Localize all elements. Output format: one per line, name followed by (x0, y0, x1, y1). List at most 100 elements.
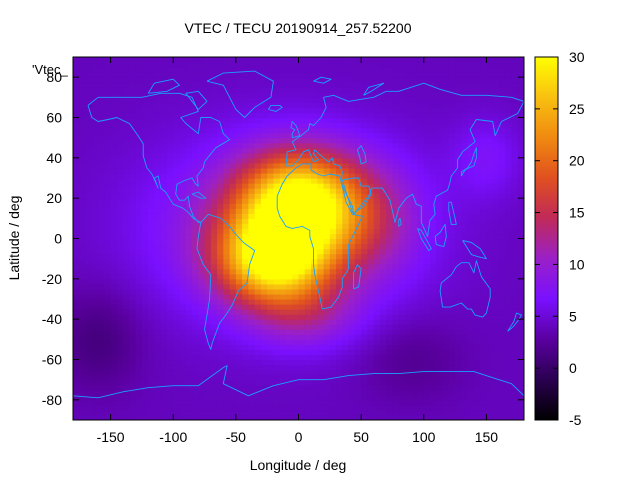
heatmap-cell (411, 394, 419, 401)
heatmap-cell (329, 369, 337, 376)
heatmap-cell (304, 379, 312, 386)
heatmap-cell (367, 374, 375, 381)
heatmap-cell (461, 233, 469, 240)
heatmap-cell (411, 107, 419, 114)
heatmap-cell (430, 57, 437, 63)
heatmap-cell (348, 329, 356, 335)
heatmap-cell (279, 82, 287, 88)
heatmap-cell (98, 62, 105, 68)
heatmap-cell (448, 112, 456, 119)
heatmap-cell (91, 213, 99, 219)
heatmap-cell (323, 283, 331, 290)
heatmap-cell (285, 299, 293, 305)
heatmap-cell (235, 178, 243, 184)
heatmap-cell (185, 122, 193, 129)
heatmap-cell (398, 324, 406, 330)
heatmap-cell (166, 178, 174, 184)
heatmap-cell (204, 117, 212, 124)
heatmap-cell (367, 172, 375, 179)
heatmap-cell (260, 349, 268, 356)
heatmap-cell (423, 198, 431, 204)
heatmap-cell (423, 117, 431, 124)
heatmap-cell (110, 223, 118, 230)
heatmap-cell (104, 339, 112, 345)
heatmap-cell (304, 349, 312, 356)
heatmap-cell (354, 314, 362, 320)
heatmap-cell (298, 334, 306, 340)
heatmap-cell (148, 132, 156, 139)
heatmap-cell (311, 178, 318, 184)
heatmap-cell (480, 369, 488, 376)
heatmap-cell (154, 157, 162, 164)
heatmap-cell (361, 359, 368, 366)
heatmap-cell (311, 379, 318, 386)
heatmap-cell (455, 117, 462, 124)
heatmap-cell (254, 62, 262, 68)
heatmap-cell (267, 208, 275, 214)
heatmap-cell (185, 293, 193, 300)
heatmap-cell (492, 324, 500, 330)
heatmap-cell (267, 243, 275, 250)
heatmap-cell (204, 283, 212, 290)
heatmap-cell (217, 374, 224, 381)
heatmap-cell (398, 399, 406, 406)
heatmap-cell (141, 72, 149, 78)
heatmap-cell (279, 87, 287, 93)
heatmap-cell (292, 293, 300, 300)
heatmap-cell (354, 107, 362, 114)
heatmap-cell (242, 213, 249, 219)
heatmap-cell (455, 389, 462, 396)
heatmap-cell (329, 248, 337, 255)
heatmap-cell (298, 354, 306, 361)
heatmap-cell (498, 283, 506, 290)
heatmap-cell (273, 253, 281, 260)
heatmap-cell (279, 97, 287, 103)
heatmap-cell (217, 299, 224, 305)
heatmap-cell (73, 188, 80, 194)
heatmap-cell (235, 67, 243, 73)
heatmap-cell (104, 97, 112, 103)
heatmap-cell (254, 72, 262, 78)
heatmap-cell (467, 238, 475, 245)
heatmap-cell (267, 233, 275, 240)
heatmap-cell (486, 399, 494, 406)
heatmap-cell (367, 117, 375, 124)
heatmap-cell (148, 404, 156, 411)
heatmap-cell (116, 364, 124, 371)
heatmap-cell (398, 167, 406, 174)
heatmap-cell (198, 354, 206, 361)
heatmap-cell (392, 359, 400, 366)
heatmap-cell (411, 359, 419, 366)
heatmap-cell (311, 278, 318, 285)
heatmap-cell (423, 178, 431, 184)
heatmap-cell (148, 183, 156, 189)
heatmap-cell (473, 183, 481, 189)
heatmap-cell (79, 147, 87, 154)
heatmap-cell (354, 349, 362, 356)
heatmap-cell (110, 178, 118, 184)
heatmap-cell (292, 228, 300, 235)
heatmap-cell (98, 183, 105, 189)
heatmap-cell (379, 157, 387, 164)
heatmap-cell (473, 334, 481, 340)
heatmap-cell (367, 384, 375, 391)
heatmap-cell (148, 369, 156, 376)
heatmap-cell (210, 329, 218, 335)
heatmap-cell (204, 399, 212, 406)
heatmap-cell (279, 329, 287, 335)
heatmap-cell (91, 288, 99, 295)
heatmap-cell (185, 324, 193, 330)
heatmap-cell (254, 329, 262, 335)
heatmap-cell (455, 268, 462, 275)
heatmap-cell (110, 127, 118, 134)
heatmap-cell (135, 344, 143, 351)
heatmap-cell (154, 208, 162, 214)
heatmap-cell (354, 233, 362, 240)
heatmap-cell (398, 218, 406, 224)
heatmap-cell (311, 188, 318, 194)
heatmap-cell (185, 399, 193, 406)
heatmap-cell (279, 384, 287, 391)
heatmap-cell (461, 132, 469, 139)
heatmap-cell (229, 213, 237, 219)
heatmap-cell (461, 299, 469, 305)
